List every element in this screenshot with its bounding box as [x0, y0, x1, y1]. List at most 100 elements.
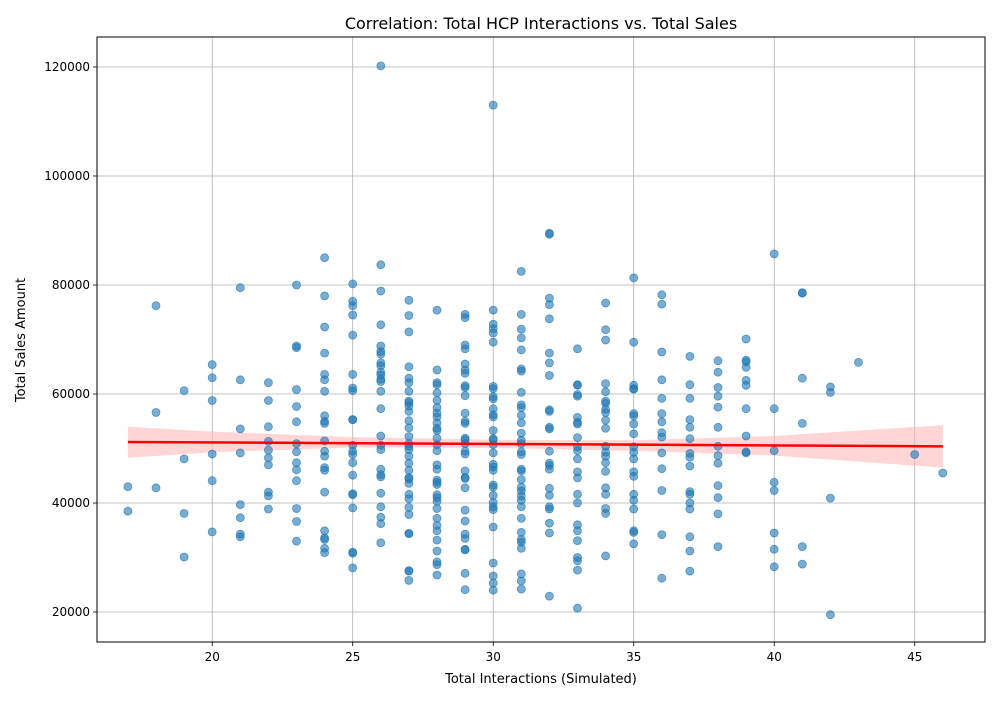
data-point	[207, 373, 217, 383]
data-point	[573, 526, 582, 536]
data-point	[376, 349, 386, 359]
data-point	[488, 482, 498, 492]
data-point	[488, 412, 498, 422]
data-point	[685, 351, 695, 361]
data-point	[657, 448, 667, 458]
y-tick-label: 100000	[44, 169, 90, 183]
data-point	[657, 573, 667, 583]
chart-title: Correlation: Total HCP Interactions vs. …	[345, 14, 737, 33]
data-point	[488, 448, 498, 458]
data-point	[685, 532, 695, 542]
data-point	[151, 483, 161, 493]
data-point	[685, 489, 695, 499]
data-point	[320, 451, 330, 461]
data-point	[573, 433, 582, 443]
data-point	[488, 328, 498, 338]
data-point	[292, 385, 301, 395]
data-point	[685, 461, 695, 471]
data-point	[235, 424, 245, 434]
data-point	[460, 505, 470, 515]
data-point	[769, 404, 779, 414]
data-point	[179, 552, 189, 562]
data-point	[460, 391, 470, 401]
data-point	[460, 449, 470, 459]
data-point	[460, 344, 470, 354]
data-point	[797, 373, 807, 383]
y-tick-label: 20000	[52, 605, 90, 619]
data-point	[573, 498, 582, 508]
data-point	[629, 273, 639, 283]
data-point	[488, 585, 498, 595]
data-point	[376, 445, 386, 455]
data-point	[601, 551, 610, 561]
data-point	[769, 486, 779, 495]
data-point	[404, 576, 414, 585]
data-point	[545, 422, 554, 432]
data-point	[404, 311, 414, 320]
grid	[97, 37, 985, 642]
data-point	[263, 422, 273, 432]
data-point	[263, 396, 273, 405]
data-point	[629, 337, 639, 347]
data-point	[432, 446, 442, 456]
data-point	[629, 471, 639, 481]
data-point	[516, 576, 526, 586]
data-point	[545, 591, 554, 601]
data-point	[741, 431, 751, 441]
data-point	[601, 387, 610, 397]
data-point	[601, 458, 610, 468]
data-point	[516, 418, 526, 428]
data-point	[460, 368, 470, 378]
data-point	[545, 490, 554, 500]
data-point	[516, 345, 526, 355]
data-point	[488, 426, 498, 435]
data-point	[376, 488, 386, 498]
data-point	[207, 360, 217, 370]
data-point	[488, 522, 498, 532]
data-point	[545, 300, 554, 310]
data-point	[207, 476, 217, 486]
data-point	[376, 286, 386, 296]
data-point	[404, 406, 414, 416]
data-point	[685, 393, 695, 403]
data-point	[573, 603, 582, 613]
plot-background	[97, 37, 985, 642]
data-point	[348, 310, 358, 320]
data-point	[376, 386, 386, 396]
data-point	[488, 394, 498, 404]
data-point	[348, 415, 358, 425]
data-point	[179, 509, 189, 518]
data-point	[601, 415, 610, 425]
data-point	[123, 506, 133, 516]
data-point	[404, 362, 414, 372]
data-point	[404, 529, 414, 538]
data-point	[432, 365, 442, 375]
data-point	[404, 386, 414, 396]
data-point	[657, 393, 667, 403]
data-point	[376, 538, 386, 548]
data-point	[545, 518, 554, 528]
data-point	[713, 451, 723, 461]
data-point	[488, 337, 498, 347]
y-tick-label: 60000	[52, 387, 90, 401]
data-point	[460, 534, 470, 543]
data-point	[235, 500, 245, 510]
data-point	[573, 454, 582, 464]
data-point	[713, 493, 723, 503]
data-point	[545, 528, 554, 538]
data-point	[769, 544, 779, 554]
y-tick-label: 40000	[52, 496, 90, 510]
y-tick-label: 120000	[44, 60, 90, 74]
data-point	[432, 388, 442, 398]
data-point	[601, 298, 610, 308]
y-axis-ticks: 20000 40000 60000 80000 100000 120000	[44, 60, 97, 619]
data-point	[601, 335, 610, 345]
data-point	[151, 408, 161, 417]
data-point	[320, 348, 330, 358]
data-point	[516, 513, 526, 523]
data-point	[826, 387, 835, 397]
data-point	[573, 489, 582, 499]
data-point	[657, 417, 667, 427]
data-point	[404, 510, 414, 519]
y-tick-label: 80000	[52, 278, 90, 292]
